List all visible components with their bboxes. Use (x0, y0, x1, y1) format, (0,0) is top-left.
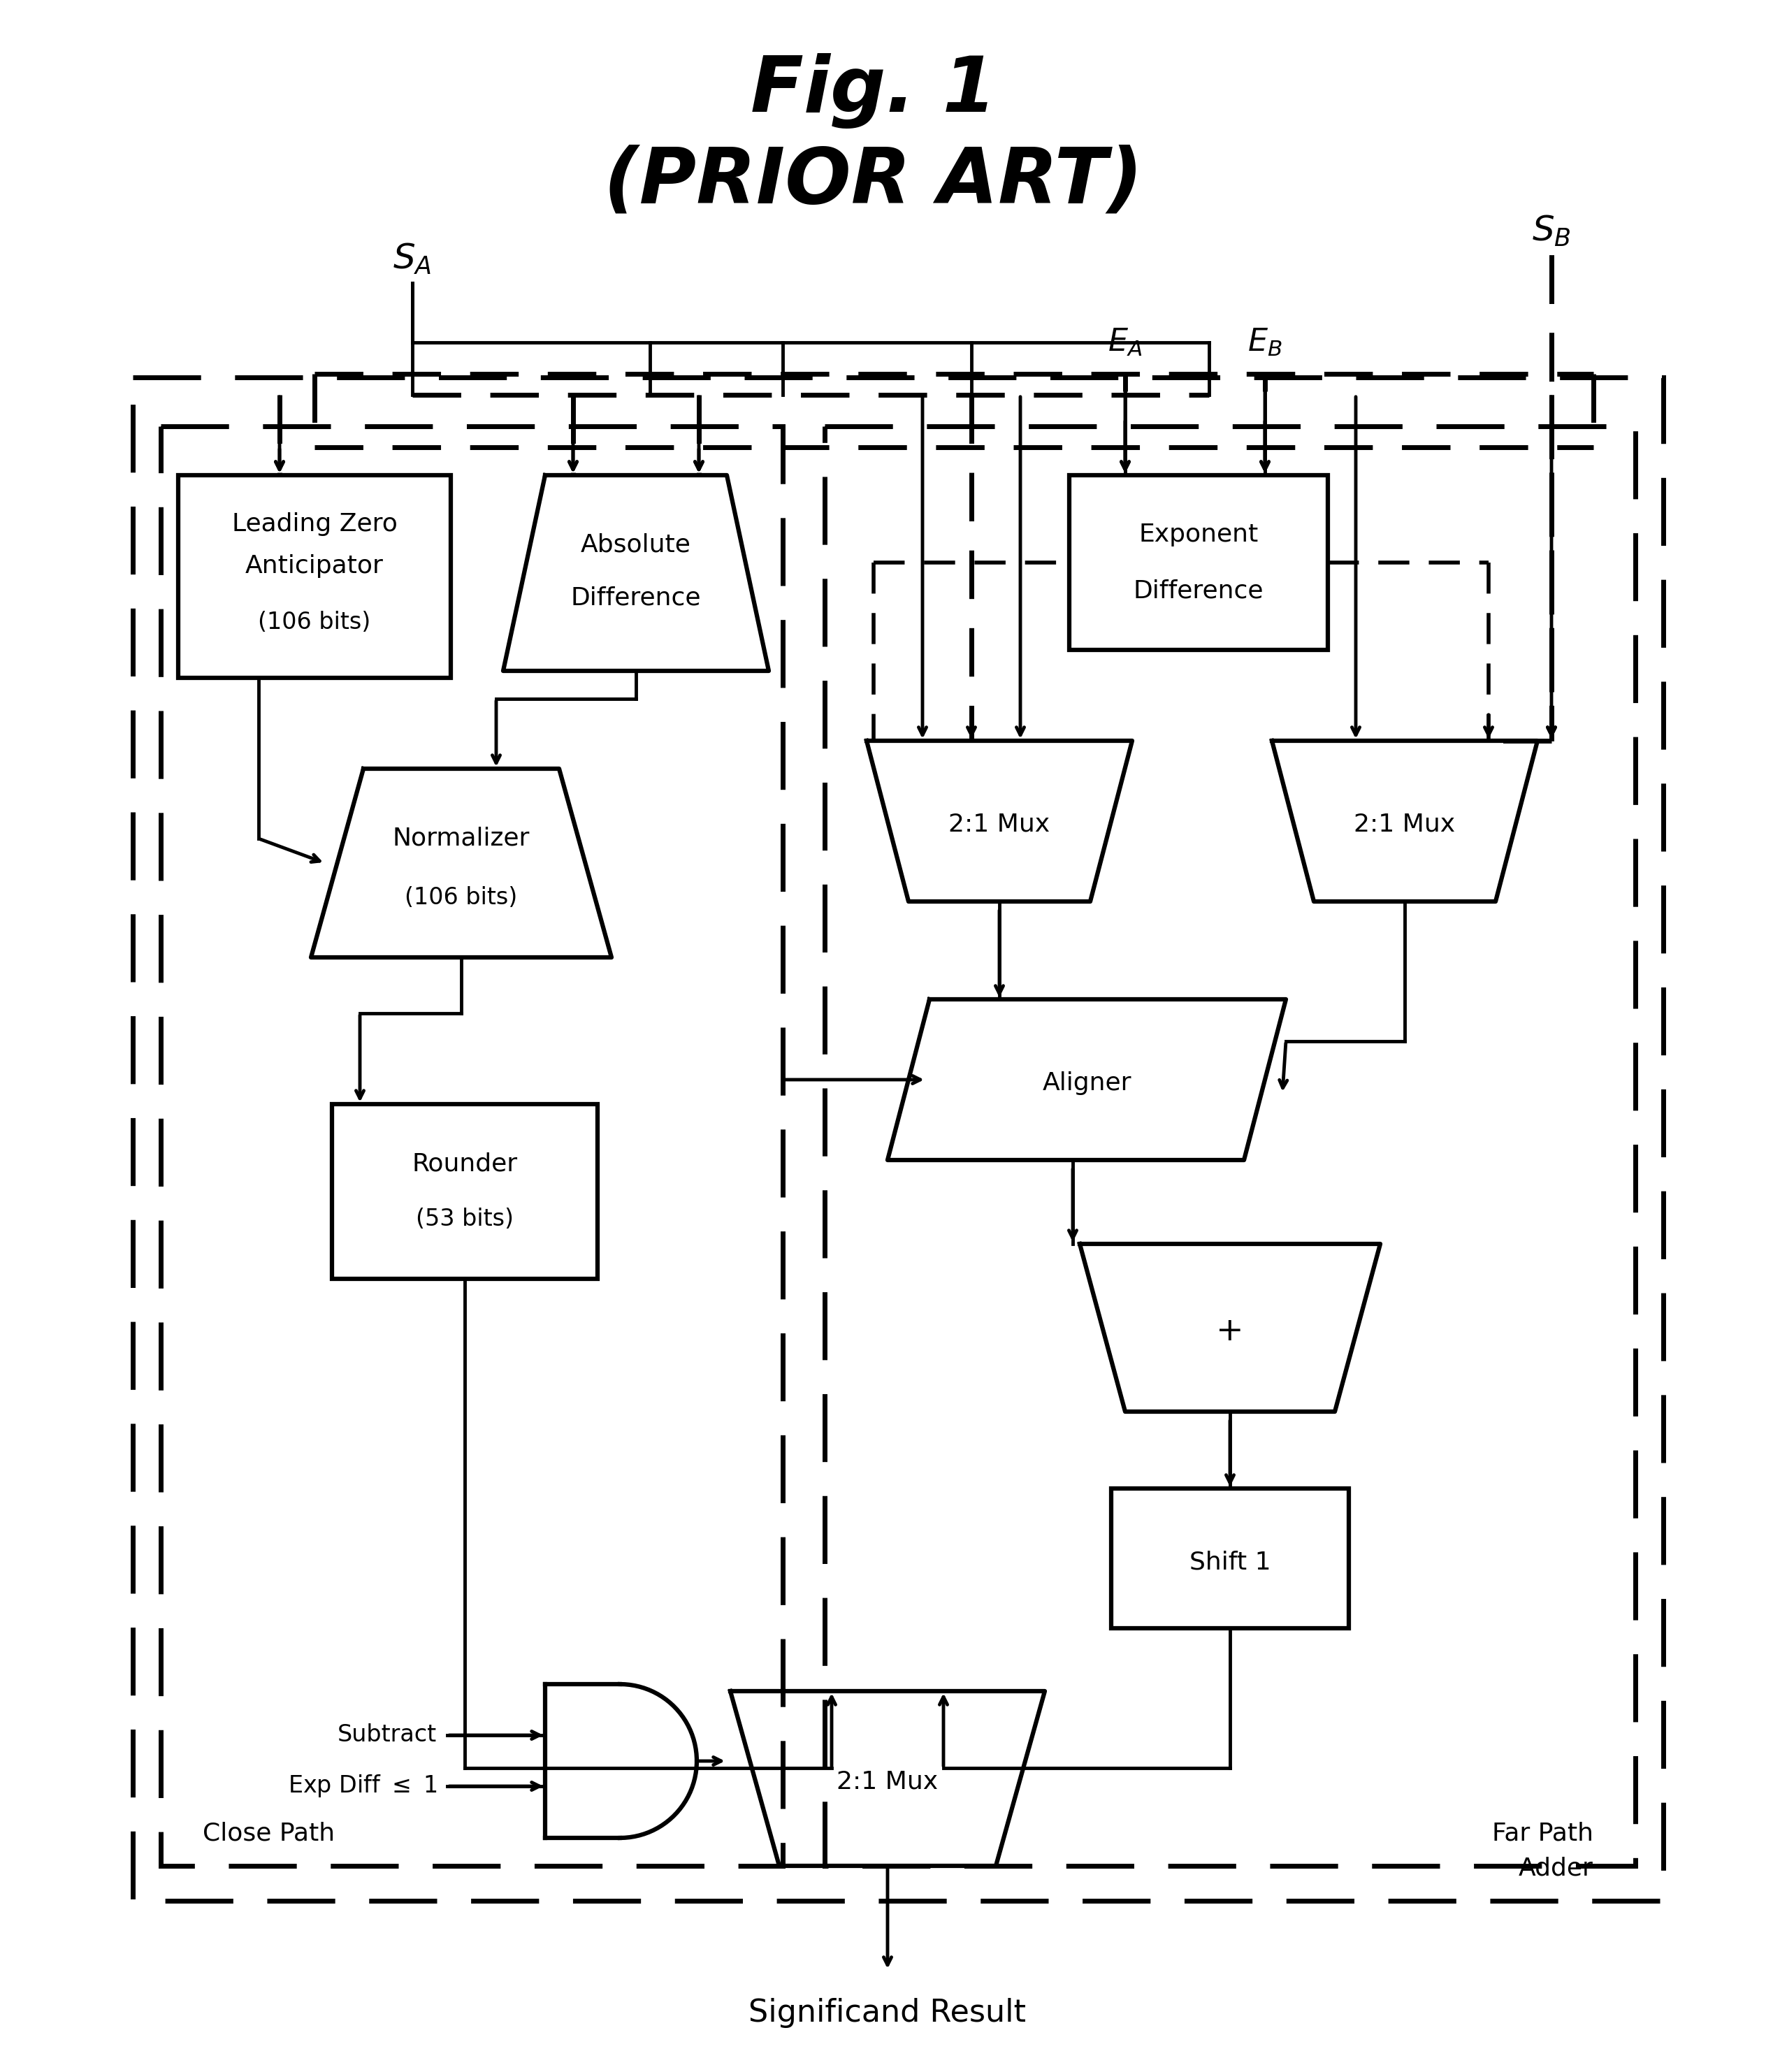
Text: Fig. 1: Fig. 1 (751, 54, 997, 128)
Bar (160, 427, 783, 1867)
Bar (178, 474, 450, 678)
Text: Absolute: Absolute (580, 533, 691, 557)
Text: Difference: Difference (1134, 578, 1264, 603)
Text: Normalizer: Normalizer (393, 827, 530, 850)
Bar (1111, 1488, 1349, 1629)
Text: (PRIOR ART): (PRIOR ART) (603, 145, 1143, 220)
Text: Exp Diff $\leq$ 1: Exp Diff $\leq$ 1 (288, 1774, 436, 1798)
Bar (331, 1104, 598, 1278)
Text: Far Path: Far Path (1492, 1821, 1593, 1844)
Text: (106 bits): (106 bits) (404, 887, 518, 910)
Text: Subtract: Subtract (338, 1724, 436, 1747)
Bar (1070, 474, 1328, 651)
Text: Shift 1: Shift 1 (1189, 1550, 1271, 1575)
Text: 2:1 Mux: 2:1 Mux (949, 812, 1050, 837)
Text: (106 bits): (106 bits) (258, 611, 370, 634)
Text: 2:1 Mux: 2:1 Mux (1355, 812, 1456, 837)
Bar (134, 377, 1663, 1900)
Text: $S_B$: $S_B$ (1533, 213, 1572, 249)
Text: Rounder: Rounder (411, 1152, 518, 1175)
Text: Exponent: Exponent (1139, 522, 1258, 547)
Text: Leading Zero: Leading Zero (231, 512, 397, 537)
Text: Close Path: Close Path (203, 1821, 335, 1844)
Text: 2:1 Mux: 2:1 Mux (837, 1769, 938, 1794)
Text: Anticipator: Anticipator (246, 553, 384, 578)
Text: Adder: Adder (1518, 1857, 1593, 1879)
Text: Difference: Difference (571, 586, 701, 609)
Text: $E_A$: $E_A$ (1107, 327, 1143, 358)
Text: (53 bits): (53 bits) (417, 1208, 514, 1231)
Text: +: + (1216, 1316, 1244, 1347)
Bar (824, 427, 1636, 1867)
Text: $S_A$: $S_A$ (393, 242, 431, 276)
Text: Significand Result: Significand Result (749, 1997, 1027, 2028)
Text: Aligner: Aligner (1041, 1071, 1132, 1094)
Text: $E_B$: $E_B$ (1248, 327, 1282, 358)
